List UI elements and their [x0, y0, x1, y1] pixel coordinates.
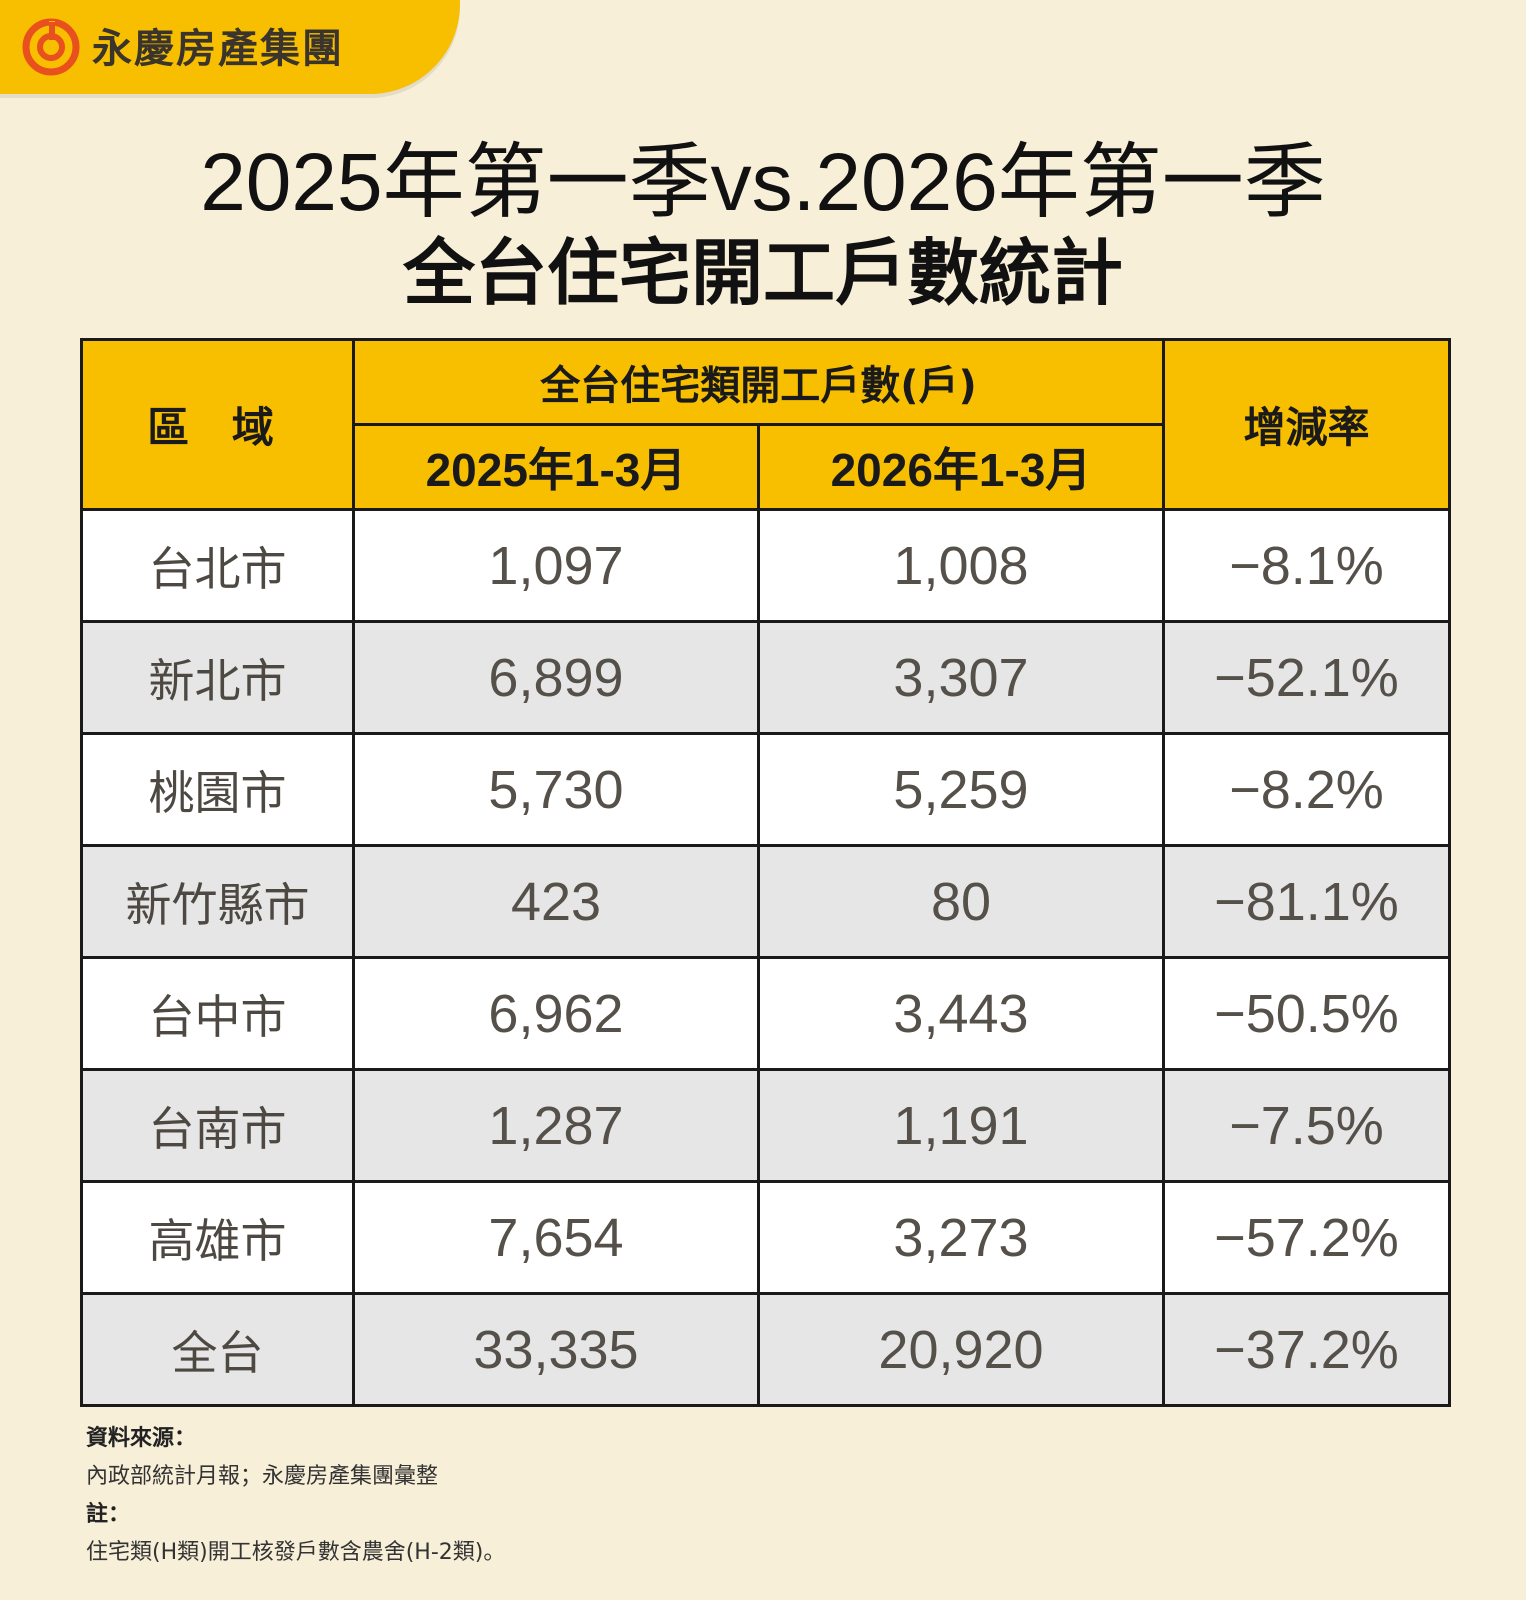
cell-2026: 80	[757, 844, 1165, 959]
brand-name: 永慶房產集團	[92, 26, 344, 72]
table-row: 桃園市 5,730 5,259 −8.2%	[80, 732, 1451, 847]
cell-rate: −57.2%	[1162, 1180, 1451, 1295]
cell-2025: 6,962	[352, 956, 760, 1071]
cell-2026: 5,259	[757, 732, 1165, 847]
brand-tab: 永慶房產集團	[0, 0, 460, 94]
header-region: 區 域	[80, 338, 355, 511]
table-row: 高雄市 7,654 3,273 −57.2%	[80, 1180, 1451, 1295]
cell-rate: −37.2%	[1162, 1292, 1451, 1407]
notes: 資料來源： 內政部統計月報；永慶房產集團彙整 註： 住宅類(H類)開工核發戶數含…	[86, 1420, 505, 1572]
chart-subtitle: 全台住宅開工戶數統計	[402, 231, 1123, 315]
table-row: 新北市 6,899 3,307 −52.1%	[80, 620, 1451, 735]
cell-rate: −8.2%	[1162, 732, 1451, 847]
cell-rate: −7.5%	[1162, 1068, 1451, 1183]
chart-title: 2025年第一季vs.2026年第一季	[200, 137, 1326, 228]
cell-rate: −8.1%	[1162, 508, 1451, 623]
note-label: 註：	[86, 1502, 131, 1527]
cell-2026: 1,008	[757, 508, 1165, 623]
cell-2025: 423	[352, 844, 760, 959]
cell-2025: 5,730	[352, 732, 760, 847]
table-row: 新竹縣市 423 80 −81.1%	[80, 844, 1451, 959]
header-2025: 2025年1-3月	[352, 423, 760, 511]
source-label: 資料來源：	[86, 1426, 197, 1451]
table-row-total: 全台 33,335 20,920 −37.2%	[80, 1292, 1451, 1407]
cell-region: 高雄市	[80, 1180, 355, 1295]
table-row: 台南市 1,287 1,191 −7.5%	[80, 1068, 1451, 1183]
cell-rate: −52.1%	[1162, 620, 1451, 735]
cell-region: 全台	[80, 1292, 355, 1407]
data-table: 區 域 全台住宅類開工戶數(戶) 增減率 2025年1-3月 2026年1-3月…	[80, 338, 1451, 1407]
cell-2025: 7,654	[352, 1180, 760, 1295]
cell-region: 新北市	[80, 620, 355, 735]
cell-2026: 3,273	[757, 1180, 1165, 1295]
cell-rate: −50.5%	[1162, 956, 1451, 1071]
brand-logo-icon	[22, 18, 80, 76]
header-rate: 增減率	[1162, 338, 1451, 511]
note-text: 住宅類(H類)開工核發戶數含農舍(H-2類)。	[86, 1540, 506, 1565]
table-row: 台北市 1,097 1,008 −8.1%	[80, 508, 1451, 623]
cell-region: 台北市	[80, 508, 355, 623]
cell-rate: −81.1%	[1162, 844, 1451, 959]
cell-2025: 1,097	[352, 508, 760, 623]
data-table-container: 區 域 全台住宅類開工戶數(戶) 增減率 2025年1-3月 2026年1-3月…	[80, 338, 1451, 1407]
cell-2026: 20,920	[757, 1292, 1165, 1407]
cell-2026: 3,307	[757, 620, 1165, 735]
cell-region: 台中市	[80, 956, 355, 1071]
cell-region: 台南市	[80, 1068, 355, 1183]
cell-2026: 1,191	[757, 1068, 1165, 1183]
cell-2025: 33,335	[352, 1292, 760, 1407]
cell-region: 新竹縣市	[80, 844, 355, 959]
source-text: 內政部統計月報；永慶房產集團彙整	[86, 1464, 439, 1489]
table-row: 台中市 6,962 3,443 −50.5%	[80, 956, 1451, 1071]
header-2026: 2026年1-3月	[757, 423, 1165, 511]
header-group: 全台住宅類開工戶數(戶)	[352, 338, 1165, 426]
cell-2025: 1,287	[352, 1068, 760, 1183]
cell-2026: 3,443	[757, 956, 1165, 1071]
cell-region: 桃園市	[80, 732, 355, 847]
cell-2025: 6,899	[352, 620, 760, 735]
